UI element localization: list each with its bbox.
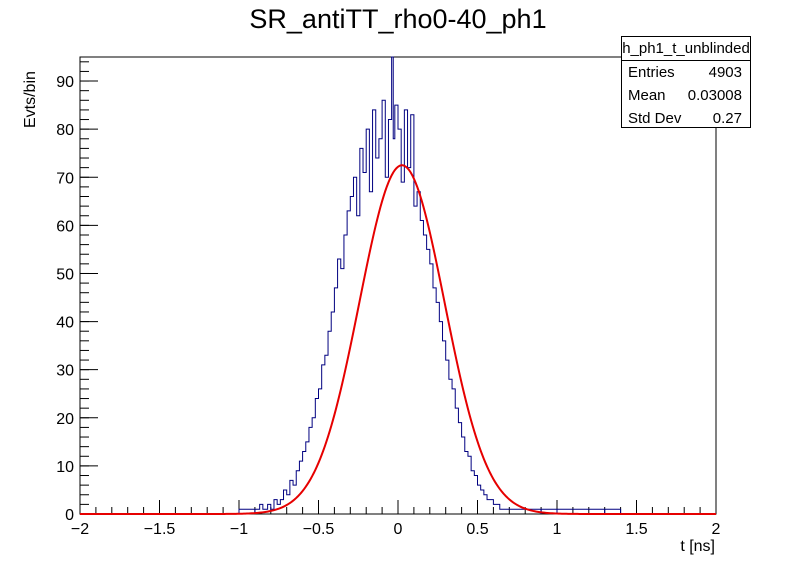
x-tick-label: 2: [712, 521, 721, 538]
x-tick-label: 0: [394, 521, 403, 538]
stat-entries-label: Entries: [628, 64, 675, 81]
stat-std-label: Std Dev: [628, 110, 682, 127]
stat-mean-value: 0.03008: [687, 87, 742, 104]
fit-line: [80, 164, 716, 515]
stat-mean-label: Mean: [628, 87, 666, 104]
y-tick-label: 40: [56, 315, 74, 332]
x-tick-label: 1.5: [625, 521, 647, 538]
gaussian-fit-curve: [80, 164, 716, 515]
stat-row-entries: Entries 4903: [622, 61, 750, 84]
y-tick-label: 50: [56, 266, 74, 283]
x-axis-label: t [ns]: [680, 538, 715, 555]
y-tick-label: 20: [56, 411, 74, 428]
stat-entries-value: 4903: [708, 64, 742, 81]
y-axis-label: Evts/bin: [22, 71, 39, 128]
histogram-series: [238, 56, 622, 514]
y-axis-ticks: 0 10 20 30 40 50 60 70 80 90: [56, 61, 98, 524]
x-tick-label: −1.5: [144, 521, 176, 538]
x-tick-label: 1: [553, 521, 562, 538]
y-tick-label: 80: [56, 122, 74, 139]
x-tick-label: 0.5: [466, 521, 488, 538]
y-tick-label: 0: [65, 507, 74, 524]
x-tick-label: −0.5: [303, 521, 335, 538]
histogram-outline: [238, 56, 622, 514]
y-tick-label: 30: [56, 363, 74, 380]
stat-row-std: Std Dev 0.27: [622, 107, 750, 130]
x-axis-ticks: −2 −1.5 −1 −0.5 0 0.5 1 1.5 2: [71, 500, 721, 538]
stat-row-mean: Mean 0.03008: [622, 84, 750, 107]
stat-std-value: 0.27: [712, 110, 742, 127]
stat-box: h_ph1_t_unblinded Entries 4903 Mean 0.03…: [621, 36, 751, 128]
y-tick-label: 10: [56, 459, 74, 476]
y-tick-label: 90: [56, 74, 74, 91]
y-tick-label: 60: [56, 218, 74, 235]
chart-title: SR_antiTT_rho0-40_ph1: [249, 4, 547, 34]
x-tick-label: −2: [71, 521, 89, 538]
x-tick-label: −1: [230, 521, 248, 538]
stat-box-title: h_ph1_t_unblinded: [622, 37, 750, 61]
y-tick-label: 70: [56, 170, 74, 187]
